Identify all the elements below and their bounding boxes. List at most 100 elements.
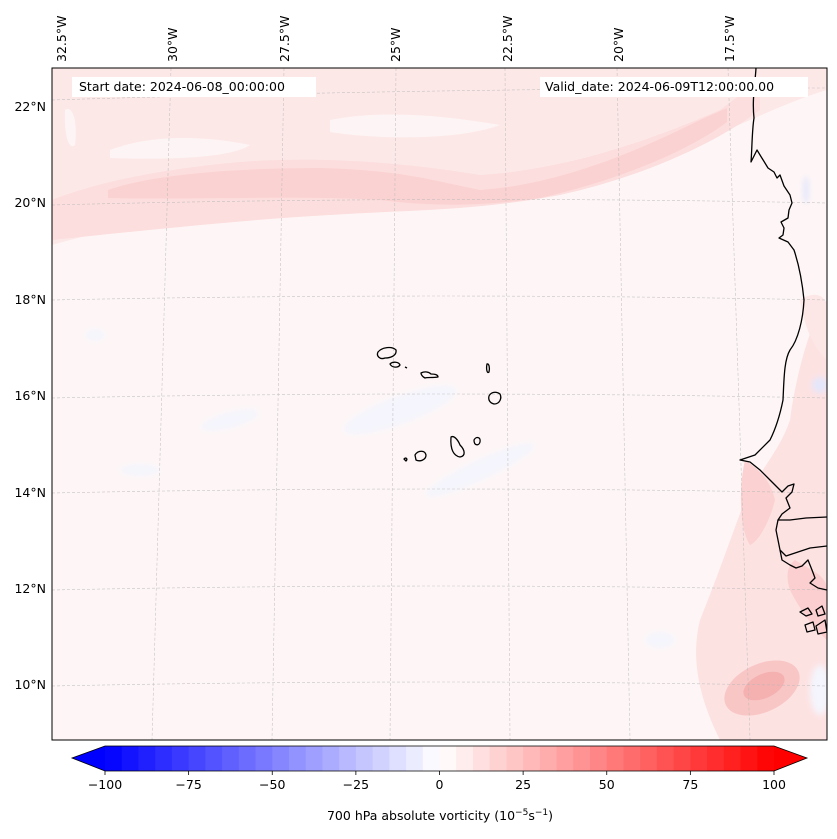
west-africa-coastline	[739, 68, 827, 521]
colorbar-tick-label: 50	[599, 777, 615, 792]
island-fogo	[414, 450, 427, 462]
lon-tick-label: 25°W	[388, 27, 403, 62]
island-sal	[485, 363, 491, 374]
colorbar-tick-label: −75	[175, 777, 201, 792]
colorbar-segment	[673, 746, 691, 771]
colorbar-label-main: 700 hPa absolute vorticity (10	[327, 808, 515, 823]
colorbar-extend-min	[72, 746, 105, 771]
colorbar-segment	[472, 746, 491, 771]
gridline-lon-30	[151, 68, 172, 740]
gridline-lon-27.5	[271, 68, 285, 740]
colorbar-segment	[606, 746, 624, 771]
island-sao-nicolau	[420, 371, 439, 379]
colorbar-label-exp2: −1	[535, 808, 548, 818]
gridline-lat-20	[52, 199, 827, 206]
colorbar-segment	[171, 746, 190, 771]
vorticity-contour-white-patch	[330, 114, 500, 138]
start-date-label: Start date: 2024-06-08_00:00:00	[79, 79, 285, 94]
colorbar-label-end: )	[548, 808, 553, 823]
gridline-lon-25	[389, 68, 397, 740]
colorbar-segment	[288, 746, 307, 771]
colorbar-segments	[105, 746, 775, 771]
colorbar-segment	[740, 746, 758, 771]
lat-tick-label: 12°N	[14, 581, 46, 596]
colorbar-segment	[138, 746, 156, 771]
colorbar-segment	[389, 746, 407, 771]
latitude-tick-labels: 22°N 20°N 18°N 16°N 14°N 12°N 10°N	[14, 99, 46, 692]
colorbar-segment	[422, 746, 440, 771]
colorbar-segment	[539, 746, 558, 771]
start-date-box	[72, 77, 316, 97]
colorbar-segment	[322, 746, 340, 771]
vorticity-max-inner	[743, 671, 785, 701]
colorbar-segment	[640, 746, 658, 771]
island-santa-luzia	[404, 366, 408, 369]
colorbar-segment	[623, 746, 641, 771]
gridline-lat-18	[52, 295, 827, 301]
longitude-tick-labels: 32.5°W 30°W 27.5°W 25°W 22.5°W 20°W 17.5…	[54, 16, 737, 62]
colorbar-tick-label: 75	[682, 777, 698, 792]
colorbar-segment	[573, 746, 591, 771]
negative-vorticity-patches	[85, 176, 827, 715]
map-frame	[51, 67, 828, 741]
colorbar-tick-label: 100	[762, 777, 786, 792]
island-santiago	[450, 435, 465, 458]
lon-tick-label: 27.5°W	[277, 16, 292, 62]
island-maio	[473, 436, 481, 446]
colorbar-segment	[590, 746, 608, 771]
colorbar-segment	[556, 746, 574, 771]
colorbar-segment	[105, 746, 123, 771]
lat-tick-label: 20°N	[14, 195, 46, 210]
lat-tick-label: 18°N	[14, 292, 46, 307]
island-brava	[403, 457, 408, 462]
gridline-lon-22.5	[504, 68, 511, 740]
lat-tick-label: 10°N	[14, 677, 46, 692]
colorbar-segment	[523, 746, 541, 771]
colorbar-label: 700 hPa absolute vorticity (10−5s−1)	[327, 808, 553, 823]
gridline-lat-16	[52, 393, 827, 399]
colorbar-segment	[372, 746, 390, 771]
colorbar-tick-label: 0	[436, 777, 444, 792]
colorbar-segment	[255, 746, 273, 771]
colorbar-segment	[339, 746, 357, 771]
colorbar-segment	[238, 746, 257, 771]
colorbar-tick-label: −100	[88, 777, 122, 792]
colorbar-segment	[456, 746, 474, 771]
colorbar-segment	[690, 746, 708, 771]
lat-tick-label: 16°N	[14, 388, 46, 403]
colorbar-segment	[305, 746, 323, 771]
colorbar-segment	[489, 746, 507, 771]
colorbar-segment	[355, 746, 374, 771]
colorbar-segment	[439, 746, 457, 771]
colorbar-segment	[205, 746, 223, 771]
valid-date-label: Valid_date: 2024-06-09T12:00:00.00	[545, 79, 774, 94]
colorbar-segment	[757, 746, 775, 771]
colorbar: −100 −75 −50 −25 0 25 50 75 100 700 hPa absolute…	[70, 745, 809, 823]
colorbar-tick-label: −25	[343, 777, 369, 792]
lat-tick-label: 14°N	[14, 485, 46, 500]
colorbar-ticks: −100 −75 −50 −25 0 25 50 75 100	[88, 771, 786, 792]
vorticity-contour-coastal-inner	[740, 460, 775, 545]
vorticity-contour-band-outer	[52, 88, 760, 240]
colorbar-segment	[656, 746, 675, 771]
guinea-bissau-coastline	[779, 549, 827, 591]
lat-tick-label: 22°N	[14, 99, 46, 114]
lon-tick-label: 30°W	[165, 27, 180, 62]
colorbar-tick-label: 25	[515, 777, 531, 792]
colorbar-segment	[222, 746, 240, 771]
colorbar-segment	[272, 746, 290, 771]
colorbar-segment	[506, 746, 524, 771]
lon-tick-label: 32.5°W	[54, 16, 69, 62]
lon-tick-label: 20°W	[611, 27, 626, 62]
colorbar-label-exp1: −5	[515, 808, 528, 818]
colorbar-extend-max	[774, 746, 807, 771]
gridline-lat-12	[52, 585, 827, 591]
vorticity-contour-north-coast	[800, 294, 827, 360]
colorbar-segment	[723, 746, 742, 771]
vorticity-contour-white-patch	[110, 138, 250, 159]
lon-tick-label: 22.5°W	[500, 16, 515, 62]
gridline-lat-14	[52, 488, 827, 494]
gridline-lon-17.5	[727, 68, 751, 740]
colorbar-tick-label: −50	[259, 777, 285, 792]
